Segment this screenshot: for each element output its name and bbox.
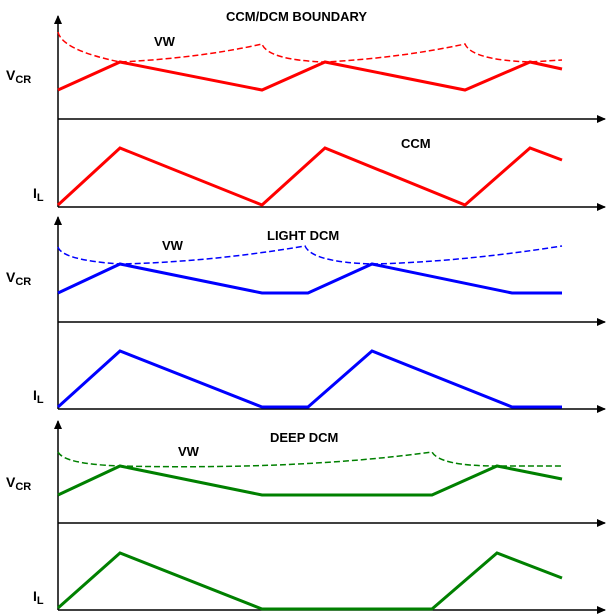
il-label: IL — [33, 185, 44, 204]
vcr-label: VCR — [6, 269, 31, 288]
vcr-waveform — [57, 464, 563, 497]
panel-title: LIGHT DCM — [267, 228, 339, 243]
panel-ccm-boundary: CCM/DCM BOUNDARY VW VCR IL CCM — [6, 9, 606, 211]
vcr-label: VCR — [6, 474, 31, 493]
il-waveform — [56, 146, 563, 207]
panel-title: CCM/DCM BOUNDARY — [226, 9, 367, 24]
il-waveform — [57, 551, 563, 611]
il-label: IL — [33, 588, 44, 607]
il-waveform — [56, 349, 562, 409]
vw-label: VW — [154, 34, 176, 49]
vw-label: VW — [178, 444, 200, 459]
il-label: IL — [33, 387, 44, 406]
mode-note: CCM — [401, 136, 431, 151]
vw-dashed-waveform — [57, 451, 562, 468]
panel-light-dcm: LIGHT DCM VW VCR IL — [6, 216, 606, 413]
vw-dashed-waveform — [57, 245, 563, 265]
vcr-waveform — [57, 262, 562, 295]
vw-label: VW — [162, 238, 184, 253]
vcr-label: VCR — [6, 67, 31, 86]
vcr-waveform — [57, 60, 563, 92]
vw-dashed-waveform — [57, 31, 563, 63]
panel-deep-dcm: DEEP DCM VW VCR IL — [6, 420, 606, 614]
panel-title: DEEP DCM — [270, 430, 338, 445]
